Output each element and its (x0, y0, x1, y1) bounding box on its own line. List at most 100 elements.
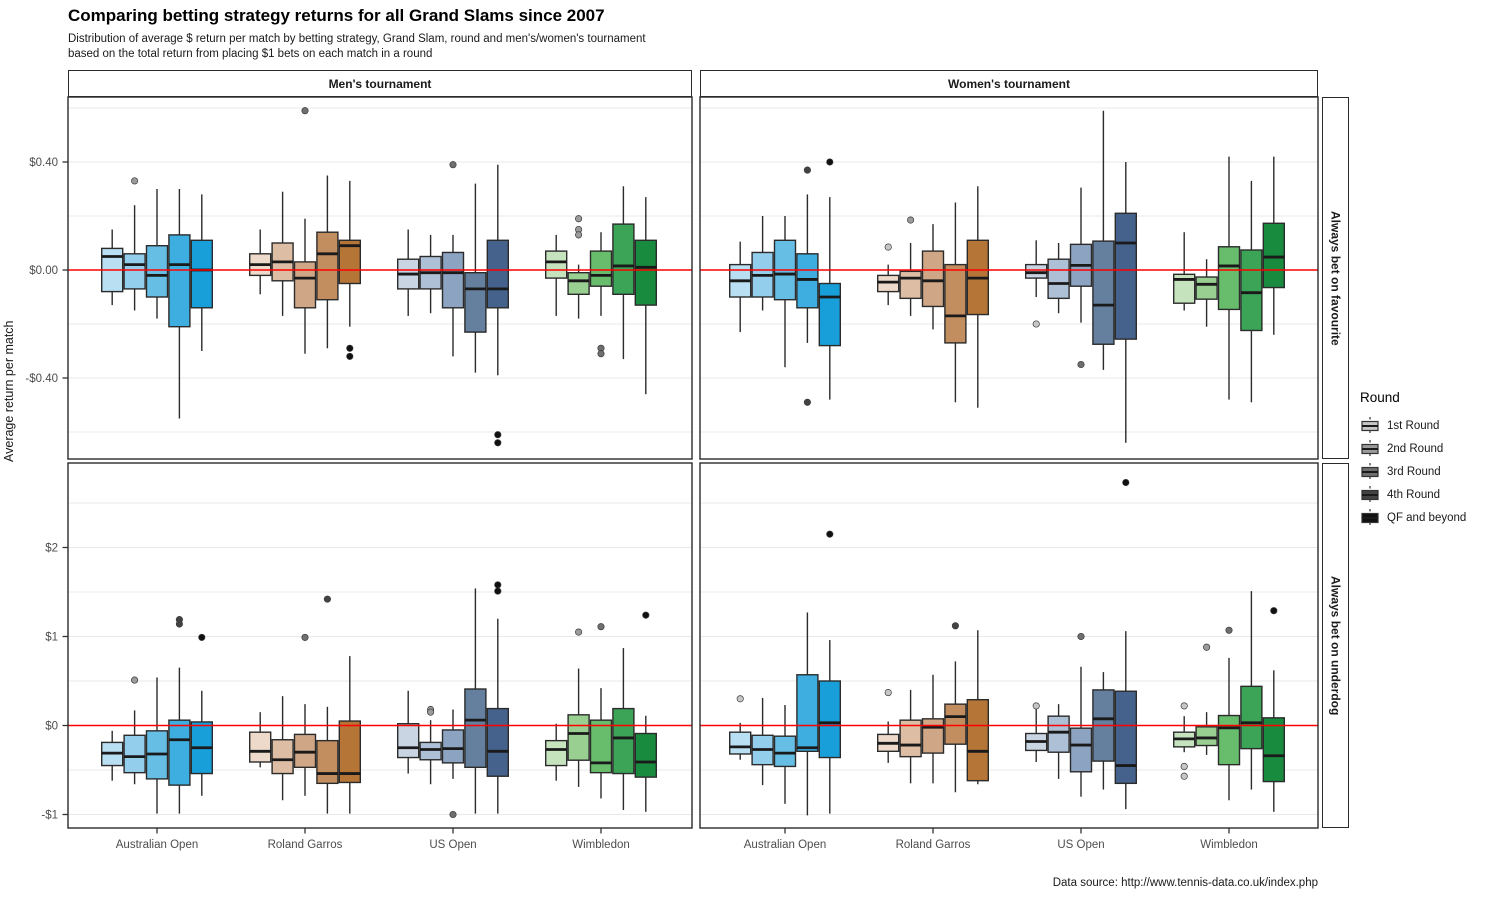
outlier-point (642, 611, 650, 619)
box (589, 719, 613, 774)
outlier-point (494, 439, 502, 447)
boxplot-roland-garros-round-5 (338, 656, 361, 814)
boxplot-wimbledon-round-3 (1217, 626, 1241, 801)
boxplot-wimbledon-round-4 (612, 186, 635, 360)
boxplot-wimbledon-round-5 (634, 611, 657, 812)
outlier-point (1180, 772, 1188, 780)
boxplot-wimbledon-round-1 (545, 723, 568, 781)
box (1114, 212, 1138, 340)
outlier-point (1225, 626, 1233, 634)
boxplot-us-open-round-3 (441, 709, 465, 819)
boxplot-australian-open-round-5 (190, 633, 214, 796)
outlier-point (736, 695, 744, 703)
box (545, 250, 568, 279)
boxplot-australian-open-round-1 (729, 241, 752, 333)
outlier-point (1032, 702, 1040, 710)
boxplot-australian-open-round-2 (751, 216, 774, 311)
box (168, 234, 191, 328)
boxplot-roland-garros-round-1 (248, 712, 272, 768)
x-tick-label: Wimbledon (572, 839, 630, 851)
box (464, 688, 487, 769)
box (567, 272, 590, 296)
boxplot-us-open-round-5 (486, 164, 509, 447)
boxplot-us-open-round-4 (464, 183, 487, 373)
boxplot-australian-open-round-2 (123, 177, 146, 311)
boxplot-australian-open-round-1 (729, 695, 752, 760)
boxplot-us-open-round-2 (419, 234, 442, 314)
boxplot-roland-garros-round-2 (899, 216, 922, 316)
panel-men-underdog (67, 462, 693, 829)
panel-border (67, 462, 693, 829)
box (486, 707, 509, 777)
y-tick-label: $2 (45, 543, 58, 555)
outlier-point (951, 622, 959, 630)
outlier-point (575, 628, 583, 636)
boxplot-us-open-round-3 (441, 161, 465, 357)
boxplot-australian-open-round-1 (100, 730, 124, 781)
boxplot-wimbledon-round-5 (634, 197, 657, 395)
outlier-point (494, 581, 502, 589)
box (773, 735, 797, 768)
boxplot-wimbledon-round-2 (567, 215, 590, 319)
boxplot-us-open-round-4 (1092, 110, 1115, 370)
x-tick-label: Wimbledon (1200, 839, 1258, 851)
box (944, 263, 967, 344)
x-tick-label: Roland Garros (268, 839, 343, 851)
box (123, 734, 146, 774)
boxplot-us-open-round-3 (1069, 187, 1093, 369)
boxplot-australian-open-round-4 (168, 616, 191, 814)
box (1262, 717, 1286, 783)
boxplot-wimbledon-round-4 (1240, 591, 1263, 790)
box (796, 674, 819, 753)
outlier-point (1122, 478, 1130, 487)
outlier-point (1032, 320, 1040, 328)
boxplot-roland-garros-round-4 (944, 622, 967, 793)
outlier-point (803, 166, 811, 174)
outlier-point (494, 431, 502, 439)
legend-key-boxplot-icon (1361, 439, 1379, 458)
panel-men-favourite (67, 96, 693, 460)
boxplot-us-open-round-5 (486, 581, 509, 814)
boxplot-roland-garros-round-1 (248, 229, 272, 295)
boxplot-roland-garros-round-1 (877, 689, 900, 763)
boxplot-australian-open-round-5 (818, 158, 841, 400)
box (1240, 249, 1263, 332)
outlier-point (597, 350, 605, 358)
box (921, 718, 945, 754)
box (567, 714, 590, 761)
boxplot-wimbledon-round-2 (1195, 643, 1218, 755)
box (1047, 715, 1070, 753)
box (966, 698, 989, 782)
boxplot-us-open-round-2 (419, 705, 442, 785)
boxplot-roland-garros-round-2 (899, 689, 922, 784)
outlier-point (198, 633, 206, 641)
box (944, 703, 967, 745)
box (486, 239, 509, 309)
boxplot-roland-garros-round-1 (877, 243, 900, 306)
box (123, 253, 146, 290)
boxplot-roland-garros-round-2 (271, 696, 294, 801)
box (612, 223, 635, 296)
box (589, 250, 613, 287)
legend-key-boxplot-icon (1361, 416, 1379, 435)
box (612, 707, 635, 775)
legend-title: Round (1360, 390, 1400, 405)
boxplot-australian-open-round-5 (818, 530, 841, 814)
boxplot-us-open-round-1 (397, 229, 420, 316)
outlier-point (1077, 632, 1085, 641)
outlier-point (907, 216, 915, 224)
boxplot-us-open-round-2 (1047, 243, 1070, 314)
outlier-point (1180, 762, 1188, 770)
boxplot-wimbledon-round-3 (589, 232, 613, 358)
boxplot-roland-garros-round-5 (338, 180, 361, 360)
boxplot-roland-garros-round-4 (316, 175, 339, 349)
box (1114, 690, 1138, 785)
facet-strip-always-bet-on-favourite: Always bet on favourite (1322, 97, 1349, 459)
box (899, 719, 922, 758)
boxplot-australian-open-round-3 (773, 705, 797, 804)
box (1092, 240, 1115, 345)
outlier-point (575, 231, 583, 239)
box (1262, 222, 1286, 289)
boxplot-us-open-round-1 (397, 690, 420, 774)
